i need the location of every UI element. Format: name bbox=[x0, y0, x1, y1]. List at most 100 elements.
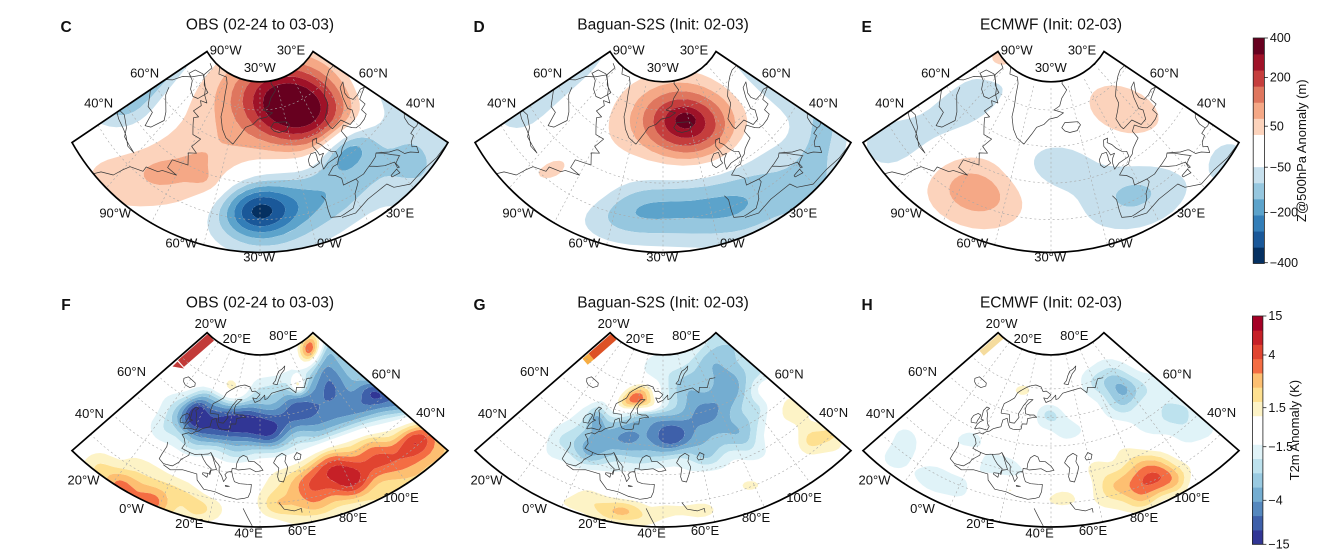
svg-text:60°N: 60°N bbox=[1163, 366, 1192, 381]
svg-text:ECMWF (Init: 02-03): ECMWF (Init: 02-03) bbox=[980, 295, 1122, 312]
svg-text:40°E: 40°E bbox=[637, 526, 666, 541]
svg-text:30°W: 30°W bbox=[244, 60, 277, 75]
svg-text:Z@500hPa Anomaly (m): Z@500hPa Anomaly (m) bbox=[1294, 79, 1309, 222]
svg-text:40°N: 40°N bbox=[809, 96, 838, 111]
svg-text:30°E: 30°E bbox=[386, 205, 415, 220]
svg-text:60°E: 60°E bbox=[691, 523, 720, 538]
svg-text:60°N: 60°N bbox=[520, 364, 549, 379]
svg-text:20°W: 20°W bbox=[68, 473, 101, 488]
svg-text:15: 15 bbox=[1268, 309, 1282, 323]
svg-text:20°W: 20°W bbox=[471, 473, 504, 488]
svg-text:0°W: 0°W bbox=[720, 235, 745, 250]
svg-text:F: F bbox=[61, 297, 70, 314]
svg-text:20°E: 20°E bbox=[966, 516, 995, 531]
svg-text:80°E: 80°E bbox=[672, 328, 701, 343]
svg-text:60°N: 60°N bbox=[130, 66, 159, 81]
svg-text:H: H bbox=[862, 297, 873, 314]
svg-text:40°E: 40°E bbox=[1025, 526, 1054, 541]
svg-text:40°E: 40°E bbox=[234, 526, 263, 541]
svg-text:C: C bbox=[61, 19, 72, 36]
svg-text:40°N: 40°N bbox=[487, 96, 516, 111]
svg-text:40°N: 40°N bbox=[478, 406, 507, 421]
svg-text:20°W: 20°W bbox=[859, 473, 892, 488]
svg-text:60°W: 60°W bbox=[956, 235, 989, 250]
svg-text:90°W: 90°W bbox=[99, 205, 132, 220]
svg-text:60°E: 60°E bbox=[288, 523, 317, 538]
svg-text:60°W: 60°W bbox=[568, 235, 601, 250]
svg-text:T2m Anomaly (K): T2m Anomaly (K) bbox=[1287, 380, 1302, 480]
svg-text:90°W: 90°W bbox=[1001, 43, 1034, 58]
svg-text:Baguan-S2S (Init: 02-03): Baguan-S2S (Init: 02-03) bbox=[577, 295, 748, 312]
svg-text:OBS (02-24 to 03-03): OBS (02-24 to 03-03) bbox=[186, 17, 334, 34]
svg-text:40°N: 40°N bbox=[866, 406, 895, 421]
svg-text:20°E: 20°E bbox=[626, 331, 655, 346]
svg-text:30°W: 30°W bbox=[1034, 249, 1067, 264]
svg-text:G: G bbox=[474, 297, 486, 314]
svg-text:30°E: 30°E bbox=[1068, 43, 1097, 58]
svg-text:30°W: 30°W bbox=[647, 60, 680, 75]
svg-text:90°W: 90°W bbox=[502, 205, 535, 220]
svg-text:90°W: 90°W bbox=[210, 43, 243, 58]
svg-text:−4: −4 bbox=[1268, 494, 1282, 508]
svg-text:90°W: 90°W bbox=[890, 205, 923, 220]
svg-text:80°E: 80°E bbox=[1130, 510, 1159, 525]
svg-text:OBS (02-24 to 03-03): OBS (02-24 to 03-03) bbox=[186, 295, 334, 312]
svg-text:40°N: 40°N bbox=[1207, 405, 1236, 420]
svg-text:20°W: 20°W bbox=[598, 316, 631, 331]
svg-text:0°W: 0°W bbox=[910, 501, 935, 516]
svg-text:30°W: 30°W bbox=[646, 249, 679, 264]
svg-text:−1.5: −1.5 bbox=[1268, 440, 1293, 454]
svg-text:60°N: 60°N bbox=[762, 66, 791, 81]
svg-text:50: 50 bbox=[1270, 119, 1284, 133]
svg-text:−15: −15 bbox=[1268, 538, 1289, 552]
svg-text:30°E: 30°E bbox=[680, 43, 709, 58]
svg-text:100°E: 100°E bbox=[786, 490, 822, 505]
svg-text:60°N: 60°N bbox=[1150, 66, 1179, 81]
svg-text:0°W: 0°W bbox=[317, 235, 342, 250]
svg-text:40°N: 40°N bbox=[819, 405, 848, 420]
svg-text:20°W: 20°W bbox=[195, 316, 228, 331]
svg-text:20°E: 20°E bbox=[578, 516, 607, 531]
svg-text:20°E: 20°E bbox=[1014, 331, 1043, 346]
svg-text:20°E: 20°E bbox=[223, 331, 252, 346]
svg-text:0°W: 0°W bbox=[1108, 235, 1133, 250]
svg-text:80°E: 80°E bbox=[269, 328, 298, 343]
svg-text:40°N: 40°N bbox=[875, 96, 904, 111]
svg-text:20°E: 20°E bbox=[175, 516, 204, 531]
svg-text:E: E bbox=[862, 19, 872, 36]
svg-text:−400: −400 bbox=[1270, 256, 1298, 270]
svg-text:60°N: 60°N bbox=[359, 66, 388, 81]
svg-text:60°E: 60°E bbox=[1079, 523, 1108, 538]
svg-text:0°W: 0°W bbox=[522, 501, 547, 516]
svg-text:−200: −200 bbox=[1270, 206, 1298, 220]
svg-text:0°W: 0°W bbox=[119, 501, 144, 516]
svg-text:−50: −50 bbox=[1270, 160, 1291, 174]
svg-text:D: D bbox=[474, 19, 485, 36]
svg-text:60°N: 60°N bbox=[372, 366, 401, 381]
svg-text:Baguan-S2S (Init: 02-03): Baguan-S2S (Init: 02-03) bbox=[577, 17, 748, 34]
svg-text:60°W: 60°W bbox=[165, 235, 198, 250]
svg-text:60°N: 60°N bbox=[908, 364, 937, 379]
svg-text:4: 4 bbox=[1268, 348, 1275, 362]
svg-text:20°W: 20°W bbox=[986, 316, 1019, 331]
svg-text:30°W: 30°W bbox=[243, 249, 276, 264]
svg-text:30°E: 30°E bbox=[1177, 205, 1206, 220]
svg-text:ECMWF (Init: 02-03): ECMWF (Init: 02-03) bbox=[980, 17, 1122, 34]
svg-text:80°E: 80°E bbox=[742, 510, 771, 525]
svg-text:60°N: 60°N bbox=[775, 366, 804, 381]
svg-text:40°N: 40°N bbox=[1197, 96, 1226, 111]
svg-text:30°W: 30°W bbox=[1035, 60, 1068, 75]
svg-text:1.5: 1.5 bbox=[1268, 401, 1285, 415]
svg-text:40°N: 40°N bbox=[75, 406, 104, 421]
svg-text:40°N: 40°N bbox=[406, 96, 435, 111]
svg-text:40°N: 40°N bbox=[84, 96, 113, 111]
svg-text:100°E: 100°E bbox=[1174, 490, 1210, 505]
svg-text:400: 400 bbox=[1270, 31, 1291, 45]
svg-text:60°N: 60°N bbox=[533, 66, 562, 81]
svg-text:30°E: 30°E bbox=[277, 43, 306, 58]
svg-text:200: 200 bbox=[1270, 71, 1291, 85]
svg-text:40°N: 40°N bbox=[416, 405, 445, 420]
svg-text:90°W: 90°W bbox=[613, 43, 646, 58]
svg-text:60°N: 60°N bbox=[117, 364, 146, 379]
svg-text:30°E: 30°E bbox=[789, 205, 818, 220]
